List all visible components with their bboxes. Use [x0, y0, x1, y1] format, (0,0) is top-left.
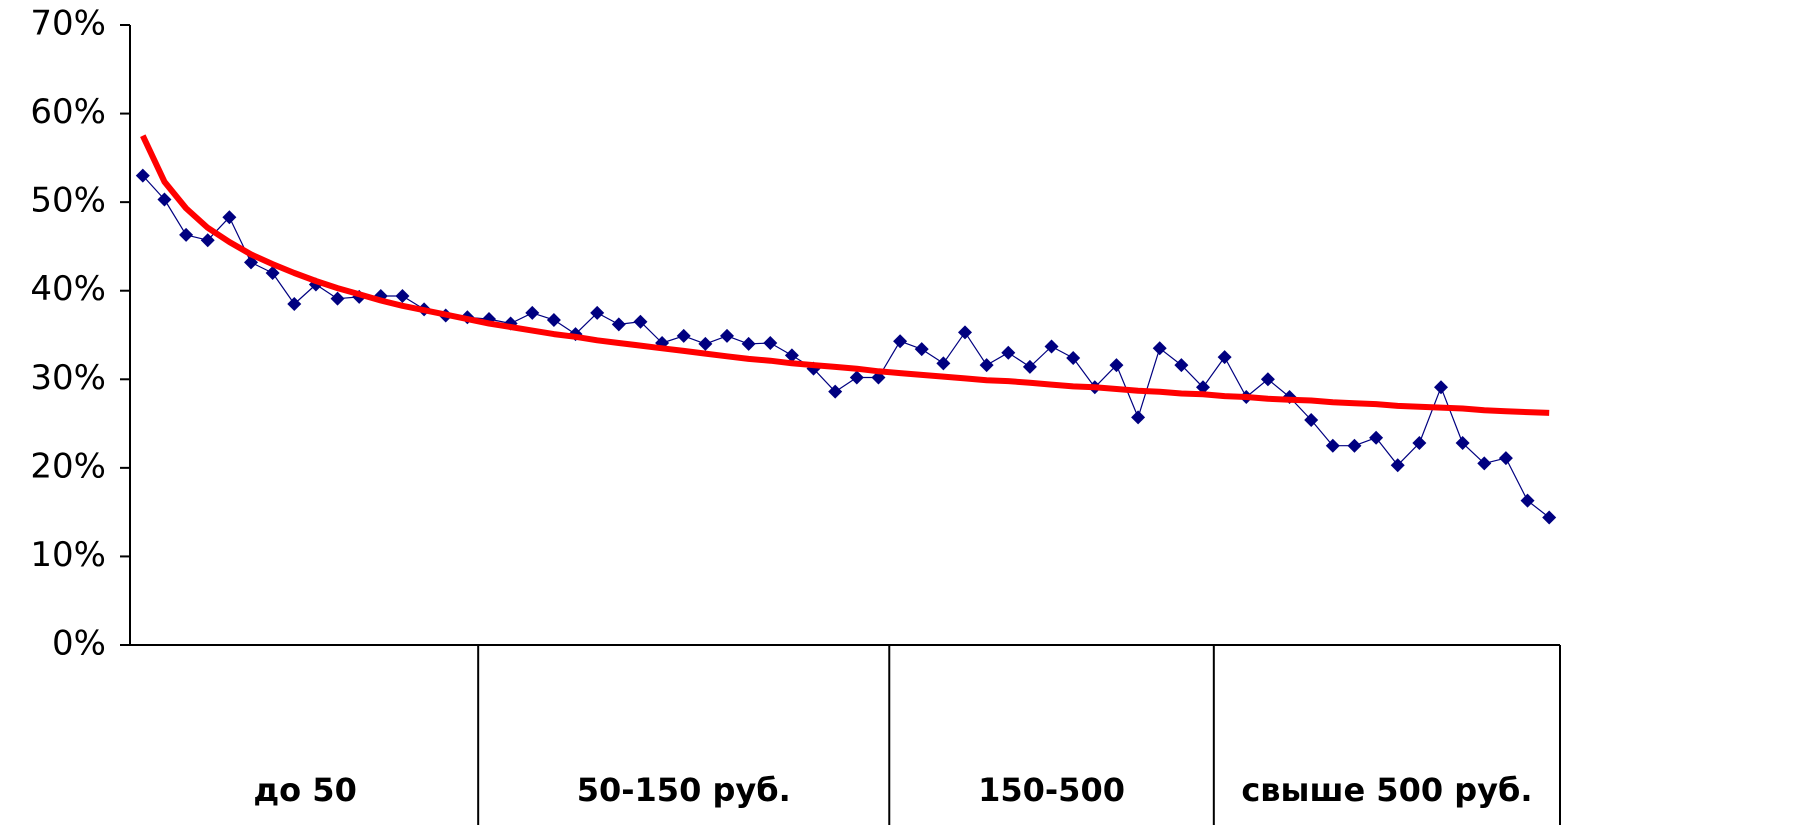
point-marker [763, 335, 778, 350]
point-marker [676, 328, 691, 343]
point-marker [1066, 351, 1081, 366]
y-tick-label: 60% [30, 92, 106, 132]
point-marker [1477, 456, 1492, 471]
y-tick-label: 10% [30, 535, 106, 575]
point-marker [200, 233, 215, 248]
point-marker [1001, 345, 1016, 360]
point-marker [1542, 510, 1557, 525]
point-marker [1347, 438, 1362, 453]
point-marker [330, 291, 345, 306]
point-marker [1434, 380, 1448, 395]
point-marker [720, 328, 734, 343]
point-marker [287, 297, 302, 311]
point-marker [546, 312, 561, 327]
point-marker [698, 336, 713, 351]
point-marker [741, 336, 756, 351]
point-marker [1455, 436, 1470, 451]
point-marker [1044, 339, 1059, 354]
point-marker [936, 356, 951, 371]
point-marker [611, 317, 626, 332]
point-marker [893, 334, 908, 349]
y-tick-label: 30% [30, 358, 106, 398]
point-marker [1196, 380, 1210, 395]
category-group-label: свыше 500 руб. [1241, 771, 1532, 809]
point-marker [1217, 350, 1232, 365]
point-marker [1174, 358, 1189, 373]
point-marker [590, 305, 605, 320]
series-line [142, 175, 1550, 518]
point-marker [1152, 341, 1167, 356]
point-marker [1325, 438, 1340, 453]
point-marker [1369, 430, 1384, 445]
point-marker [179, 227, 194, 242]
point-marker [1390, 458, 1405, 473]
point-marker [1304, 413, 1319, 428]
point-marker [958, 325, 972, 340]
y-tick-label: 20% [30, 446, 106, 486]
point-marker [914, 342, 929, 357]
category-group-label: до 50 [253, 771, 357, 809]
point-marker [525, 305, 540, 320]
category-group-label: 150-500 [978, 771, 1125, 809]
y-tick-label: 70% [30, 4, 106, 44]
point-marker [265, 266, 280, 280]
point-marker [1022, 359, 1037, 374]
point-marker [1498, 451, 1513, 466]
point-marker [828, 384, 843, 399]
trend-line [140, 134, 1550, 416]
point-marker [395, 289, 410, 304]
point-marker [1260, 372, 1275, 387]
point-marker [135, 168, 150, 183]
point-marker [979, 358, 994, 373]
y-tick-label: 50% [30, 181, 106, 221]
category-group-label: 50-150 руб. [577, 771, 791, 809]
point-marker [849, 370, 864, 385]
point-marker [1131, 410, 1146, 425]
y-tick-label: 40% [30, 269, 106, 309]
point-marker [1520, 493, 1535, 508]
point-marker [784, 348, 799, 363]
point-marker [222, 210, 237, 225]
point-marker [157, 192, 172, 207]
point-marker [1412, 436, 1427, 451]
point-marker [633, 314, 648, 329]
y-tick-label: 0% [52, 624, 106, 664]
point-marker [1109, 358, 1124, 373]
